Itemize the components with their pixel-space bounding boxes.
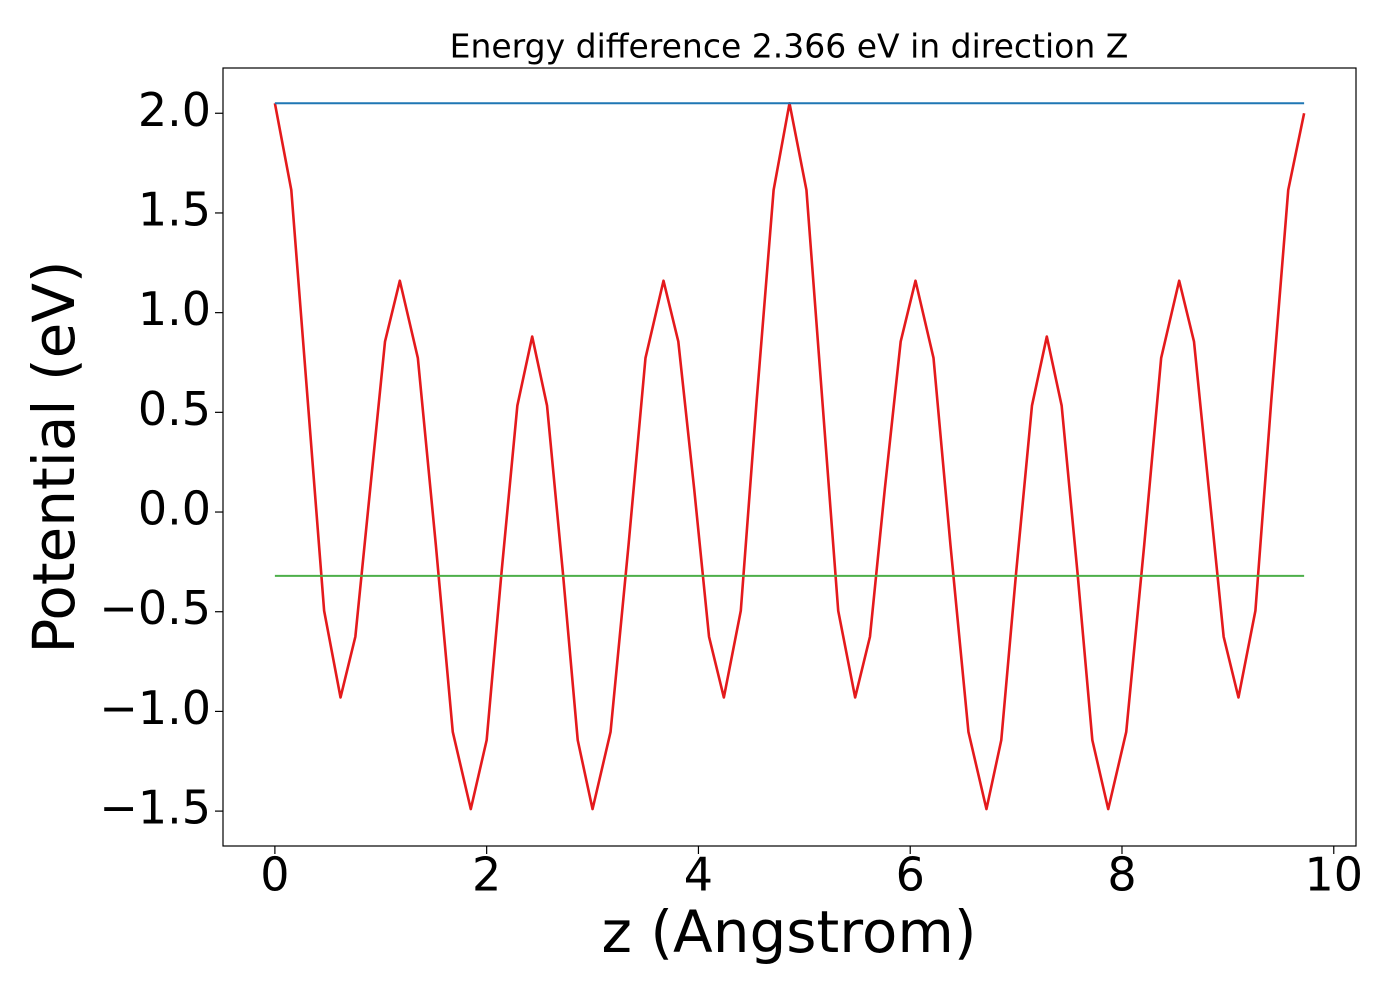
- y-tick-label: −1.5: [99, 781, 211, 835]
- y-tick-label: −1.0: [99, 681, 211, 735]
- y-tick-label: 0.0: [138, 482, 211, 536]
- y-tick-label: 2.0: [138, 83, 211, 137]
- x-tick-label: 2: [472, 848, 501, 902]
- x-tick-label: 4: [684, 848, 713, 902]
- data-line: [273, 101, 1306, 811]
- chart-title: Energy difference 2.366 eV in direction …: [450, 27, 1129, 66]
- x-tick-label: 0: [260, 848, 289, 902]
- y-tick-label: 0.5: [138, 382, 211, 436]
- x-axis-label: z (Angstrom): [602, 898, 977, 966]
- y-tick-label: 1.0: [138, 282, 211, 336]
- y-tick-label: 1.5: [138, 182, 211, 236]
- y-tick-label: −0.5: [99, 581, 211, 635]
- x-tick-label: 10: [1304, 848, 1363, 902]
- y-axis-label: Potential (eV): [20, 260, 88, 653]
- x-tick-label: 6: [896, 848, 925, 902]
- x-tick-label: 8: [1107, 848, 1136, 902]
- plot-area: [222, 67, 1357, 847]
